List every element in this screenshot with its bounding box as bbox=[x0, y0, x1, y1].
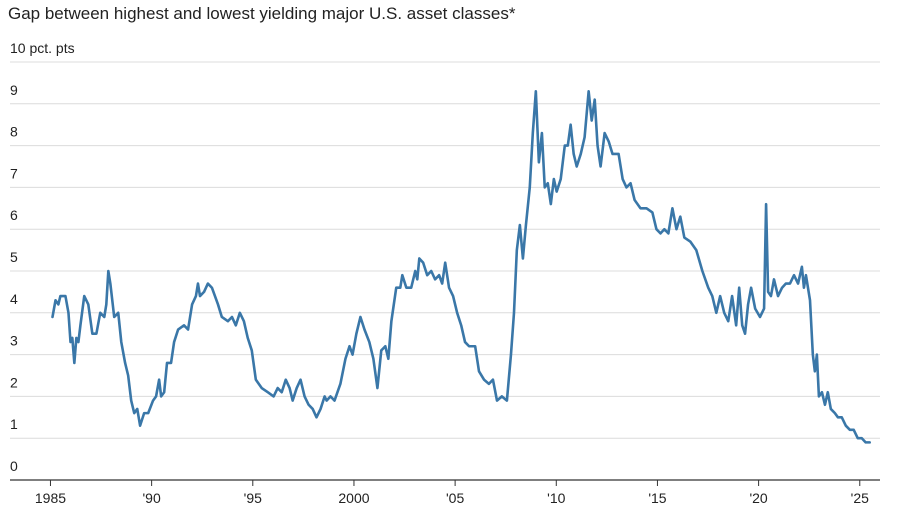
y-tick-label: 9 bbox=[10, 82, 18, 98]
y-tick-label: 3 bbox=[10, 333, 18, 349]
x-tick-label: '95 bbox=[244, 490, 262, 506]
y-tick-label: 2 bbox=[10, 374, 18, 390]
y-tick-label: 1 bbox=[10, 416, 18, 432]
x-tick-label: '05 bbox=[446, 490, 464, 506]
chart-title: Gap between highest and lowest yielding … bbox=[8, 4, 516, 23]
y-tick-label: 4 bbox=[10, 291, 18, 307]
x-tick-label: '15 bbox=[648, 490, 666, 506]
y-tick-label: 10 pct. pts bbox=[10, 40, 75, 56]
y-tick-label: 7 bbox=[10, 165, 18, 181]
x-tick-label: 2000 bbox=[338, 490, 369, 506]
x-tick-label: '25 bbox=[851, 490, 869, 506]
y-tick-label: 5 bbox=[10, 249, 18, 265]
y-tick-label: 8 bbox=[10, 124, 18, 140]
x-tick-label: '90 bbox=[143, 490, 161, 506]
x-tick-label: '20 bbox=[749, 490, 767, 506]
x-tick-label: 1985 bbox=[35, 490, 66, 506]
data-line bbox=[51, 89, 871, 444]
y-tick-label: 0 bbox=[10, 458, 18, 474]
x-tick-label: '10 bbox=[547, 490, 565, 506]
y-tick-label: 6 bbox=[10, 207, 18, 223]
